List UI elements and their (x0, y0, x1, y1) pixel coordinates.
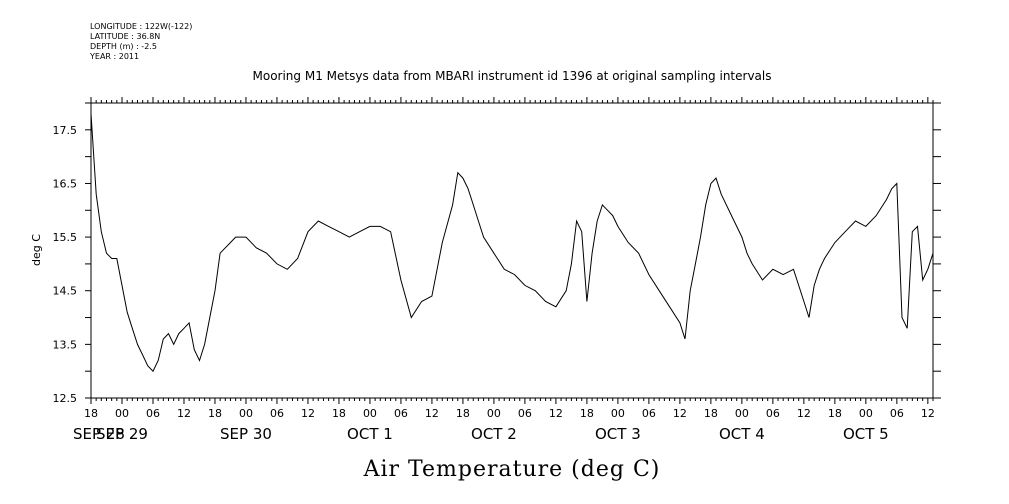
header-line-latitude: LATITUDE : 36.8N (90, 32, 160, 41)
y-tick-labels: 12.5 13.5 14.5 15.5 16.5 17.5 (53, 124, 78, 405)
x-hour-label: 06 (146, 407, 160, 420)
header-line-year: YEAR : 2011 (89, 52, 139, 61)
y-tick-label: 14.5 (53, 285, 78, 298)
x-hour-label: 06 (518, 407, 532, 420)
x-hour-label: 06 (270, 407, 284, 420)
x-hour-label: 12 (921, 407, 935, 420)
x-axis-label: Air Temperature (deg C) (363, 457, 661, 482)
x-date-label: SEP 30 (220, 425, 272, 443)
x-hour-label: 06 (766, 407, 780, 420)
x-hour-label: 18 (456, 407, 470, 420)
x-hour-label: 12 (797, 407, 811, 420)
x-hour-label: 00 (611, 407, 625, 420)
x-date-label: OCT 3 (595, 425, 641, 443)
x-hour-label: 00 (735, 407, 749, 420)
chart-title: Mooring M1 Metsys data from MBARI instru… (253, 69, 772, 83)
header-line-longitude: LONGITUDE : 122W(-122) (90, 22, 192, 31)
axis-ticks (85, 97, 941, 404)
x-hour-label: 00 (363, 407, 377, 420)
x-date-label: OCT 4 (719, 425, 765, 443)
y-tick-label: 12.5 (53, 392, 78, 405)
x-hour-label: 00 (115, 407, 129, 420)
x-hour-label: 18 (208, 407, 222, 420)
x-hour-label: 18 (332, 407, 346, 420)
x-hour-label: 18 (84, 407, 98, 420)
x-hour-label: 00 (487, 407, 501, 420)
x-date-label: OCT 2 (471, 425, 517, 443)
y-tick-label: 16.5 (53, 177, 78, 190)
y-axis-label: deg C (30, 234, 43, 266)
x-date-label: OCT 1 (347, 425, 393, 443)
x-hour-label: 18 (828, 407, 842, 420)
x-hour-label: 18 (704, 407, 718, 420)
x-date-label: SEP 29 (96, 425, 148, 443)
x-hour-label: 12 (673, 407, 687, 420)
x-hour-label: 12 (301, 407, 315, 420)
header-line-depth: DEPTH (m) : -2.5 (90, 42, 157, 51)
x-hour-label: 12 (177, 407, 191, 420)
y-tick-label: 15.5 (53, 231, 78, 244)
x-hour-label: 12 (425, 407, 439, 420)
x-hour-label: 06 (394, 407, 408, 420)
x-date-label: SEP 28 (73, 425, 125, 443)
y-tick-label: 17.5 (53, 124, 78, 137)
x-hour-label: 12 (549, 407, 563, 420)
x-date-label: OCT 5 (843, 425, 889, 443)
x-hour-label: 18 (580, 407, 594, 420)
x-hour-label: 06 (642, 407, 656, 420)
y-tick-label: 13.5 (53, 338, 78, 351)
series-line-air-temperature (90, 113, 934, 373)
plot-frame (90, 102, 934, 399)
x-hour-labels: 18 00 06 12 18 00 06 12 18 00 06 12 18 00 06 12 18 00 06 12… (84, 407, 935, 420)
x-hour-label: 06 (890, 407, 904, 420)
x-hour-label: 00 (239, 407, 253, 420)
x-hour-label: 00 (859, 407, 873, 420)
